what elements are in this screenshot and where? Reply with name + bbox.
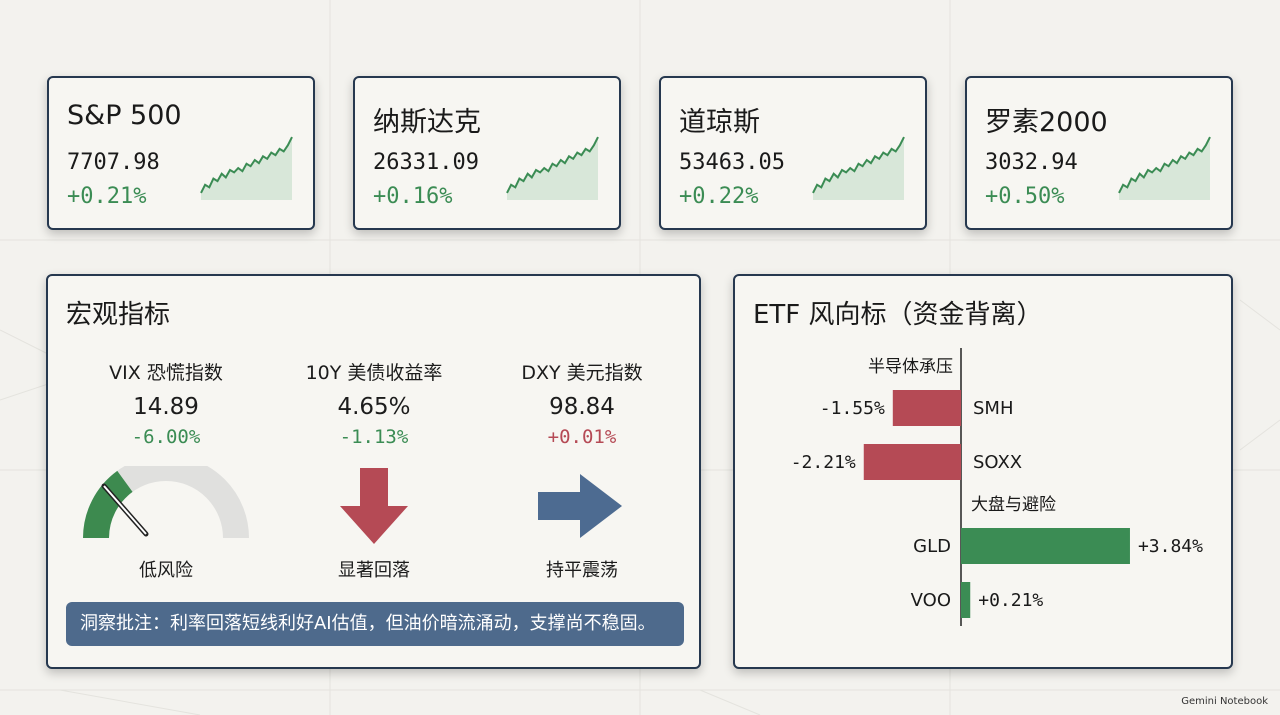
etf-bar-soxx: [863, 444, 961, 480]
etf-ticker: SMH: [973, 398, 1014, 419]
sparkline-line: [1118, 136, 1211, 194]
index-card-russell[interactable]: 罗素2000 3032.94 +0.50%: [965, 76, 1233, 230]
index-change: +0.16%: [373, 184, 453, 209]
sparkline-line: [506, 136, 599, 194]
index-card-dow[interactable]: 道琼斯 53463.05 +0.22%: [659, 76, 927, 230]
index-name: 纳斯达克: [373, 107, 481, 138]
index-value: 3032.94: [985, 150, 1078, 175]
gauge-icon: [83, 466, 249, 539]
macro-dxy: DXY 美元指数 98.84 +0.01% 持平震荡: [492, 358, 672, 581]
macro-caption: 持平震荡: [546, 560, 618, 581]
macro-change: -1.13%: [339, 426, 409, 448]
macro-value: 14.89: [133, 394, 199, 420]
etf-bar-smh: [892, 390, 961, 426]
sparkline-line: [200, 136, 293, 194]
index-change: +0.21%: [67, 184, 147, 209]
etf-value-label: +0.21%: [978, 590, 1043, 611]
macro-caption: 低风险: [139, 560, 193, 581]
index-value: 53463.05: [679, 150, 785, 175]
etf-panel: ETF 风向标（资金背离） 半导体承压 SMH -1.55% SOXX -2.21% 大盘…: [733, 274, 1233, 669]
macro-value: 98.84: [549, 394, 615, 420]
watermark: Gemini Notebook: [1181, 696, 1268, 707]
macro-label: DXY 美元指数: [521, 362, 643, 384]
arrow-right-icon: [538, 474, 622, 538]
etf-bar-gld: [961, 528, 1130, 564]
etf-group-label: 半导体承压: [868, 357, 953, 377]
insight-note: 洞察批注：利率回落短线利好AI估值，但油价暗流涌动，支撑尚不稳固。: [66, 602, 684, 646]
macro-label: 10Y 美债收益率: [305, 362, 443, 384]
macro-panel: 宏观指标 VIX 恐慌指数 14.89 -6.00% 低风险 10Y 美债收益率…: [46, 274, 701, 669]
etf-ticker: VOO: [911, 590, 951, 611]
macro-label: VIX 恐慌指数: [109, 362, 223, 384]
macro-change: -6.00%: [131, 426, 201, 448]
sparkline-area: [813, 137, 904, 200]
macro-title: 宏观指标: [66, 300, 171, 330]
macro-10y: 10Y 美债收益率 4.65% -1.13% 显著回落: [284, 358, 464, 581]
sparkline-area: [507, 137, 598, 200]
etf-value-label: -2.21%: [791, 452, 856, 473]
etf-value-label: -1.55%: [820, 398, 885, 419]
etf-value-label: +3.84%: [1138, 536, 1203, 557]
macro-change: +0.01%: [547, 426, 617, 448]
macro-caption: 显著回落: [338, 560, 410, 581]
sparkline-line: [812, 136, 905, 194]
sparkline-icon: [1118, 136, 1211, 200]
index-value: 7707.98: [67, 150, 160, 175]
etf-group-label: 大盘与避险: [971, 495, 1056, 515]
index-card-nasdaq[interactable]: 纳斯达克 26331.09 +0.16%: [353, 76, 621, 230]
macro-value: 4.65%: [337, 394, 411, 420]
etf-title: ETF 风向标（资金背离）: [753, 300, 1043, 330]
index-card-sp500[interactable]: S&P 500 7707.98 +0.21%: [47, 76, 315, 230]
index-name: 罗素2000: [985, 107, 1108, 138]
sparkline-icon: [506, 136, 599, 200]
index-change: +0.22%: [679, 184, 759, 209]
index-value: 26331.09: [373, 150, 479, 175]
arrow-down-icon: [340, 468, 408, 544]
etf-bar-chart: 半导体承压 SMH -1.55% SOXX -2.21% 大盘与避险 GLD +3.84% VO…: [791, 348, 1203, 626]
index-name: 道琼斯: [679, 107, 760, 138]
sparkline-area: [1119, 137, 1210, 200]
etf-ticker: GLD: [913, 536, 951, 557]
index-name: S&P 500: [67, 100, 182, 131]
sparkline-area: [201, 137, 292, 200]
sparkline-icon: [812, 136, 905, 200]
etf-ticker: SOXX: [973, 452, 1022, 473]
etf-bar-voo: [961, 582, 971, 618]
sparkline-icon: [200, 136, 293, 200]
index-change: +0.50%: [985, 184, 1065, 209]
macro-vix: VIX 恐慌指数 14.89 -6.00% 低风险: [76, 358, 256, 581]
